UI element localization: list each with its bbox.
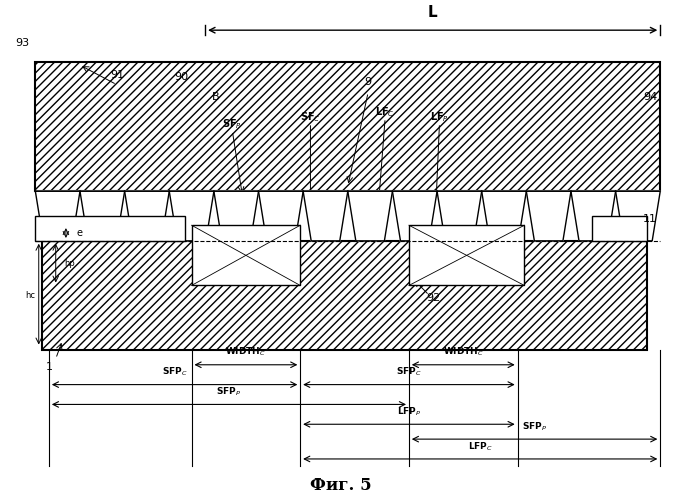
Text: WIDTH$_C$: WIDTH$_C$ <box>226 346 267 358</box>
Polygon shape <box>409 225 524 286</box>
Text: 90: 90 <box>175 72 188 82</box>
Text: SFP$_C$: SFP$_C$ <box>162 366 188 378</box>
Polygon shape <box>571 192 616 241</box>
Text: SF$_P$: SF$_P$ <box>222 118 242 132</box>
Polygon shape <box>303 192 348 241</box>
Text: L: L <box>428 6 438 20</box>
Text: Фиг. 5: Фиг. 5 <box>310 476 372 494</box>
Polygon shape <box>437 192 481 241</box>
Polygon shape <box>616 192 660 241</box>
Text: WIDTH$_C$: WIDTH$_C$ <box>443 346 484 358</box>
Text: 92: 92 <box>426 293 440 303</box>
Text: B: B <box>211 92 219 102</box>
Polygon shape <box>258 192 303 241</box>
Polygon shape <box>348 192 392 241</box>
Text: LF$_C$: LF$_C$ <box>375 105 395 119</box>
Polygon shape <box>214 192 258 241</box>
Text: 93: 93 <box>15 38 29 48</box>
Polygon shape <box>35 62 660 192</box>
Polygon shape <box>592 216 647 241</box>
Text: e: e <box>76 228 82 238</box>
Polygon shape <box>125 192 169 241</box>
Polygon shape <box>481 192 527 241</box>
Text: LFP$_C$: LFP$_C$ <box>468 440 492 452</box>
Polygon shape <box>527 192 571 241</box>
Text: 1: 1 <box>46 362 53 372</box>
Polygon shape <box>42 241 647 350</box>
Text: SFP$_P$: SFP$_P$ <box>216 386 241 398</box>
Text: SF$_C$: SF$_C$ <box>300 110 321 124</box>
Text: 11: 11 <box>643 214 657 224</box>
Polygon shape <box>35 192 80 241</box>
Polygon shape <box>392 192 437 241</box>
Text: SFP$_P$: SFP$_P$ <box>522 420 547 432</box>
Text: hc: hc <box>25 291 35 300</box>
Polygon shape <box>35 216 185 241</box>
Polygon shape <box>169 192 214 241</box>
Text: 94: 94 <box>643 92 657 102</box>
Text: 91: 91 <box>110 70 124 80</box>
Polygon shape <box>80 192 125 241</box>
Text: LFP$_P$: LFP$_P$ <box>397 406 421 418</box>
Text: LF$_P$: LF$_P$ <box>430 110 449 124</box>
Text: 9: 9 <box>365 77 372 87</box>
Text: hp: hp <box>64 258 74 268</box>
Polygon shape <box>192 225 300 286</box>
Text: SFP$_C$: SFP$_C$ <box>396 366 421 378</box>
